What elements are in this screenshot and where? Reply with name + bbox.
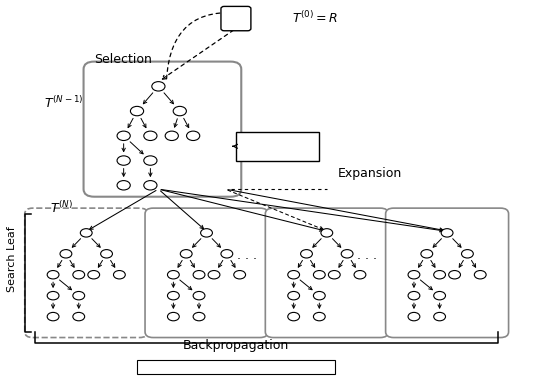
Circle shape bbox=[73, 270, 85, 279]
Circle shape bbox=[341, 249, 353, 258]
FancyBboxPatch shape bbox=[25, 208, 148, 338]
Text: Update the Posterior Distributions: Update the Posterior Distributions bbox=[147, 362, 325, 372]
Circle shape bbox=[130, 106, 144, 116]
Circle shape bbox=[101, 249, 113, 258]
Circle shape bbox=[167, 270, 179, 279]
Circle shape bbox=[73, 291, 85, 300]
Circle shape bbox=[314, 270, 325, 279]
Text: $T^{(N-1)}$: $T^{(N-1)}$ bbox=[44, 96, 84, 112]
Circle shape bbox=[88, 270, 100, 279]
Circle shape bbox=[144, 181, 157, 190]
Circle shape bbox=[47, 291, 59, 300]
Circle shape bbox=[288, 291, 300, 300]
Circle shape bbox=[73, 312, 85, 321]
Circle shape bbox=[47, 312, 59, 321]
Circle shape bbox=[408, 291, 420, 300]
Circle shape bbox=[80, 229, 92, 237]
Text: Selection: Selection bbox=[94, 53, 152, 66]
Circle shape bbox=[449, 270, 460, 279]
Circle shape bbox=[329, 270, 340, 279]
Circle shape bbox=[167, 291, 179, 300]
Circle shape bbox=[47, 270, 59, 279]
Circle shape bbox=[314, 312, 325, 321]
Text: Search Leaf: Search Leaf bbox=[8, 227, 18, 292]
Circle shape bbox=[354, 270, 366, 279]
Circle shape bbox=[434, 291, 445, 300]
Circle shape bbox=[152, 82, 165, 91]
Circle shape bbox=[321, 229, 333, 237]
Circle shape bbox=[434, 312, 445, 321]
Circle shape bbox=[180, 249, 192, 258]
Circle shape bbox=[187, 131, 200, 141]
Circle shape bbox=[167, 312, 179, 321]
FancyBboxPatch shape bbox=[84, 62, 241, 197]
Text: Expansion: Expansion bbox=[338, 167, 402, 180]
Circle shape bbox=[114, 270, 125, 279]
Circle shape bbox=[193, 312, 205, 321]
Circle shape bbox=[117, 181, 130, 190]
Circle shape bbox=[288, 270, 300, 279]
Circle shape bbox=[173, 106, 187, 116]
Text: $T^{(0)} = R$: $T^{(0)} = R$ bbox=[292, 10, 338, 26]
Circle shape bbox=[461, 249, 473, 258]
Text: · · ·: · · · bbox=[357, 253, 377, 266]
Circle shape bbox=[117, 131, 130, 141]
Text: Backpropagation: Backpropagation bbox=[183, 339, 289, 352]
Circle shape bbox=[408, 270, 420, 279]
FancyBboxPatch shape bbox=[236, 132, 319, 160]
Circle shape bbox=[314, 291, 325, 300]
FancyBboxPatch shape bbox=[385, 208, 509, 338]
FancyBboxPatch shape bbox=[221, 6, 251, 31]
Circle shape bbox=[288, 312, 300, 321]
Circle shape bbox=[474, 270, 486, 279]
Circle shape bbox=[221, 249, 233, 258]
Circle shape bbox=[117, 156, 130, 165]
Circle shape bbox=[234, 270, 245, 279]
Circle shape bbox=[441, 229, 453, 237]
Circle shape bbox=[208, 270, 220, 279]
Circle shape bbox=[165, 131, 178, 141]
Circle shape bbox=[193, 270, 205, 279]
FancyBboxPatch shape bbox=[265, 208, 388, 338]
Circle shape bbox=[144, 131, 157, 141]
Text: · · ·: · · · bbox=[236, 253, 257, 266]
Circle shape bbox=[60, 249, 72, 258]
FancyBboxPatch shape bbox=[137, 360, 335, 374]
Text: $T^{(N)}$: $T^{(N)}$ bbox=[50, 200, 73, 216]
Circle shape bbox=[421, 249, 433, 258]
Circle shape bbox=[144, 156, 157, 165]
Circle shape bbox=[408, 312, 420, 321]
Circle shape bbox=[301, 249, 312, 258]
Text: Simulation: Simulation bbox=[239, 141, 305, 154]
FancyBboxPatch shape bbox=[145, 208, 268, 338]
Circle shape bbox=[200, 229, 212, 237]
Circle shape bbox=[193, 291, 205, 300]
Circle shape bbox=[434, 270, 445, 279]
